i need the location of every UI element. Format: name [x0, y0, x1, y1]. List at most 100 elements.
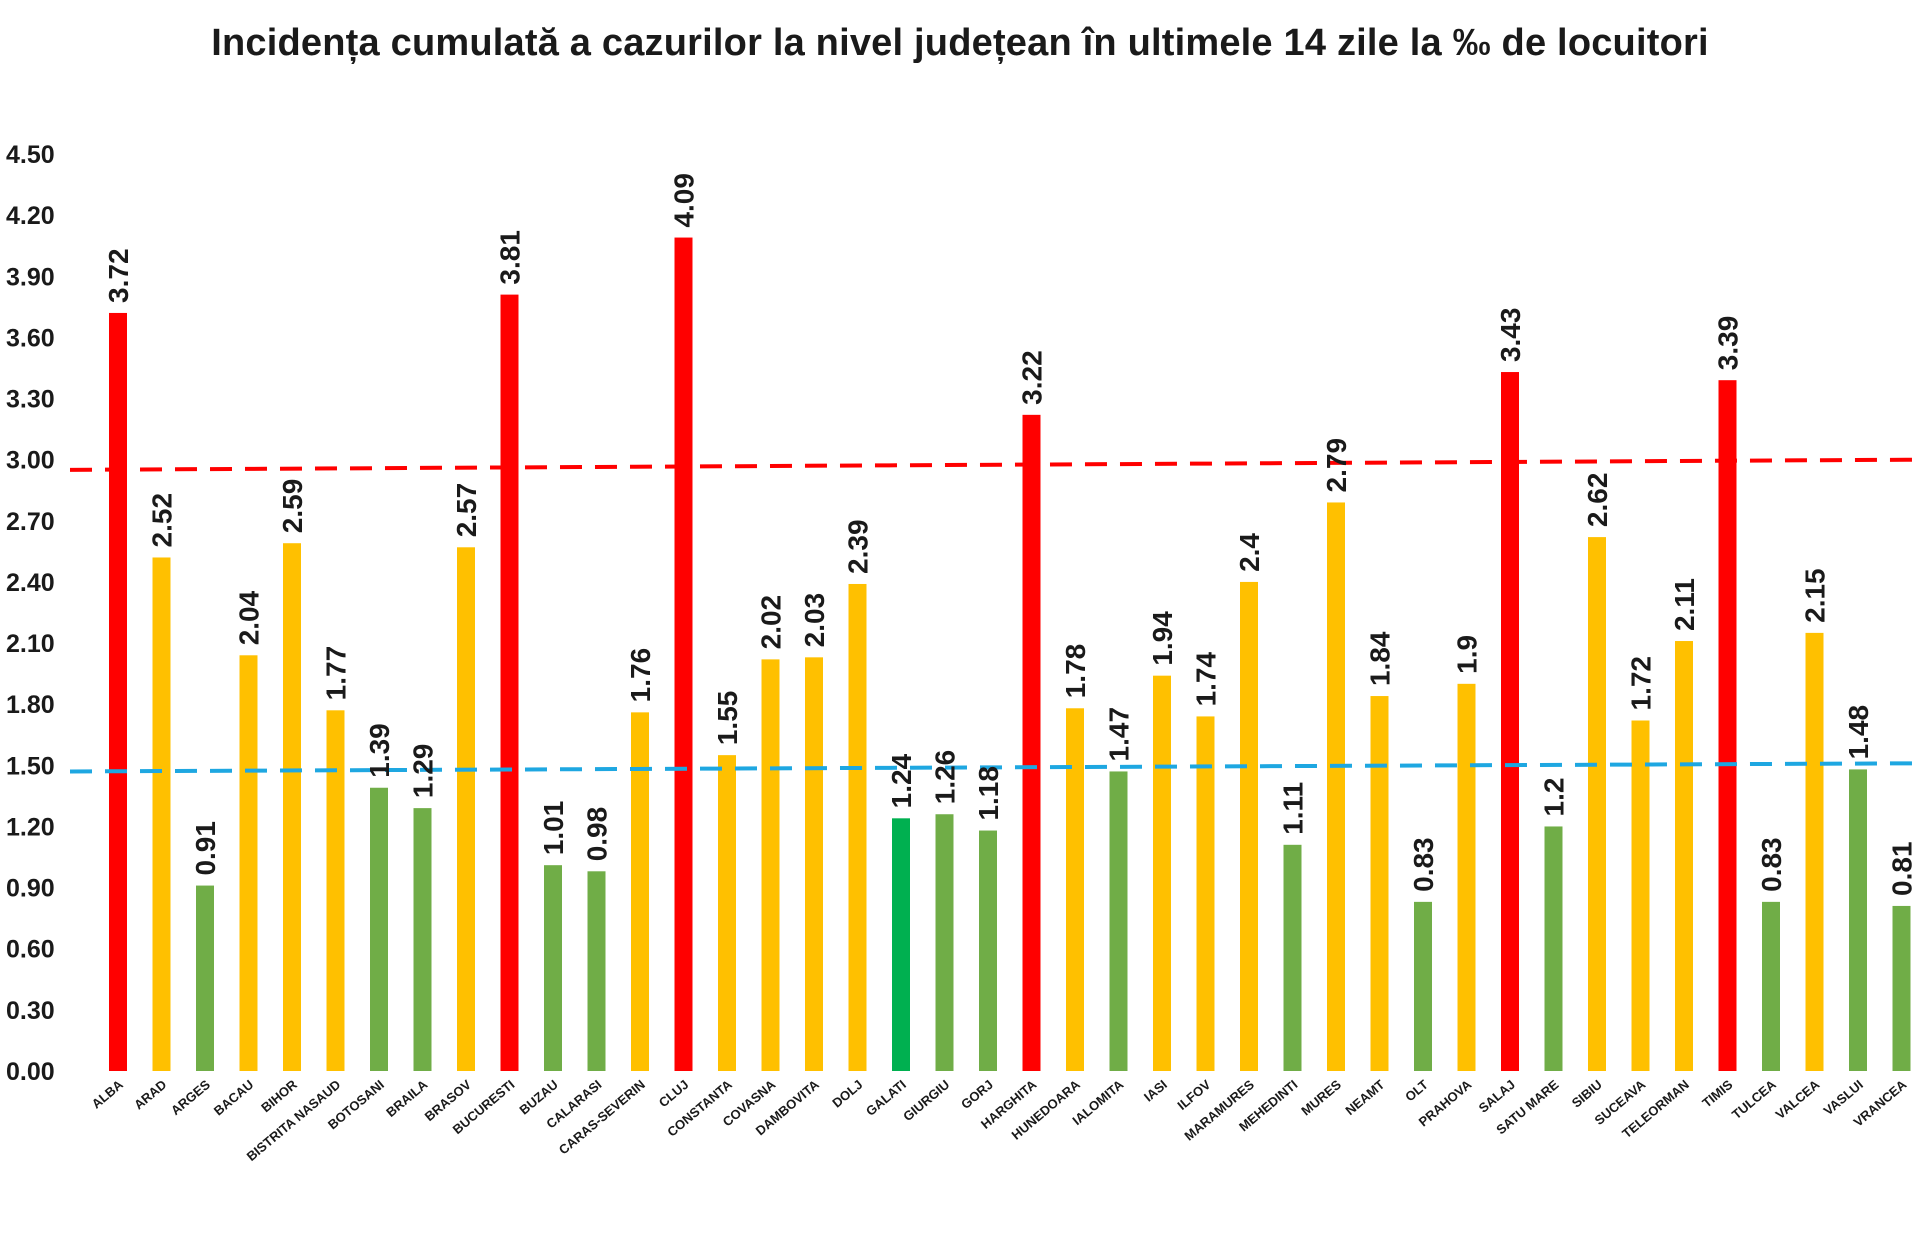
reference-lines — [69, 457, 1920, 774]
data-label: 1.01 — [538, 801, 569, 856]
data-label: 0.91 — [190, 821, 221, 876]
data-label: 0.98 — [582, 807, 613, 862]
bar-caras-severin — [631, 712, 649, 1071]
data-label: 1.29 — [408, 744, 439, 799]
y-tick-label: 4.20 — [6, 202, 55, 230]
x-tick-label: ARAD — [131, 1077, 169, 1113]
data-label: 1.72 — [1626, 656, 1657, 711]
bar-alba — [109, 312, 127, 1071]
bar-gorj — [979, 830, 997, 1071]
x-tick-label: ARGES — [168, 1077, 213, 1118]
y-tick-label: 3.30 — [6, 386, 55, 414]
y-tick-label: 2.70 — [6, 508, 55, 536]
data-label: 4.09 — [669, 173, 700, 228]
y-tick-label: 2.10 — [6, 630, 55, 658]
data-label: 0.81 — [1887, 841, 1918, 896]
bar-buzau — [544, 865, 562, 1071]
x-tick-label: GIURGIU — [900, 1077, 952, 1124]
y-tick-label: 3.90 — [6, 263, 55, 291]
bar-arad — [152, 557, 171, 1071]
bar-vrancea — [1892, 905, 1911, 1071]
data-label: 1.47 — [1104, 707, 1135, 762]
y-tick-label: 4.50 — [6, 141, 55, 169]
bar-dolj — [848, 583, 867, 1071]
bar-brasov — [457, 547, 475, 1071]
data-label: 2.04 — [234, 590, 265, 645]
x-tick-label: OLT — [1402, 1077, 1431, 1105]
data-label: 2.57 — [451, 483, 482, 538]
bar-cluj — [674, 237, 693, 1071]
data-label: 1.94 — [1147, 611, 1178, 666]
x-tick-label: BACAU — [211, 1077, 257, 1119]
data-label: 1.9 — [1452, 635, 1483, 674]
data-label: 2.79 — [1321, 438, 1352, 493]
bar-galati — [892, 818, 910, 1071]
x-tick-label: VALCEA — [1773, 1076, 1823, 1122]
data-label: 1.77 — [321, 646, 352, 701]
data-label: 1.24 — [886, 753, 917, 808]
data-label: 0.83 — [1756, 837, 1787, 892]
bar-calarasi — [587, 871, 606, 1071]
bar-dambovita — [805, 657, 823, 1071]
data-label: 1.74 — [1191, 652, 1222, 707]
bar-satu-mare — [1544, 826, 1563, 1071]
x-tick-label: DOLJ — [829, 1077, 865, 1111]
bar-bihor — [283, 543, 301, 1071]
data-label: 3.81 — [495, 230, 526, 285]
data-label: 3.43 — [1495, 308, 1526, 363]
x-tick-label: SIBIU — [1569, 1077, 1605, 1111]
y-tick-label: 0.00 — [6, 1058, 55, 1086]
y-tick-label: 2.40 — [6, 569, 55, 597]
bar-suceava — [1631, 720, 1650, 1071]
bar-mures — [1327, 502, 1345, 1072]
data-label: 2.39 — [843, 519, 874, 574]
bar-ialomita — [1109, 771, 1128, 1071]
bar-arges — [196, 885, 214, 1071]
bar-maramures — [1240, 581, 1258, 1071]
bars-group — [109, 237, 1911, 1072]
blue-threshold-line — [69, 761, 1920, 774]
data-label: 1.39 — [364, 723, 395, 778]
data-label: 2.15 — [1800, 568, 1831, 623]
bar-constanta — [718, 755, 736, 1071]
data-label: 2.02 — [756, 595, 787, 650]
x-tick-label: MURES — [1298, 1077, 1344, 1119]
bar-salaj — [1501, 372, 1519, 1071]
y-tick-label: 0.60 — [6, 936, 55, 964]
y-tick-label: 1.50 — [6, 752, 55, 780]
x-tick-label: CLUJ — [656, 1077, 692, 1110]
bar-valcea — [1805, 632, 1824, 1071]
bar-botosani — [370, 787, 388, 1071]
data-label: 3.39 — [1713, 316, 1744, 371]
bar-vaslui — [1849, 769, 1867, 1071]
bar-neamt — [1370, 696, 1389, 1071]
data-label: 1.11 — [1278, 782, 1309, 835]
data-label: 1.48 — [1843, 705, 1874, 760]
data-label: 3.22 — [1017, 350, 1048, 405]
data-label: 2.59 — [277, 479, 308, 534]
x-tick-label: TULCEA — [1729, 1076, 1779, 1122]
bar-timis — [1718, 380, 1737, 1071]
data-label: 2.11 — [1669, 578, 1700, 631]
bar-teleorman — [1675, 641, 1693, 1071]
bar-mehedinti — [1283, 844, 1302, 1071]
y-tick-label: 1.80 — [6, 691, 55, 719]
y-tick-label: 0.30 — [6, 997, 55, 1025]
x-tick-label: ALBA — [89, 1076, 127, 1111]
x-tick-label: GORJ — [958, 1077, 996, 1112]
bar-bacau — [239, 655, 258, 1071]
data-label: 1.26 — [930, 750, 961, 805]
x-tick-label: ILFOV — [1174, 1077, 1213, 1113]
data-label: 1.76 — [625, 648, 656, 703]
data-label: 2.03 — [799, 593, 830, 648]
data-label: 2.52 — [147, 493, 178, 548]
bar-prahova — [1457, 683, 1476, 1071]
bar-tulcea — [1762, 901, 1780, 1071]
bar-braila — [413, 808, 432, 1071]
data-label: 1.78 — [1060, 644, 1091, 699]
x-tick-label: IASI — [1141, 1077, 1170, 1105]
bar-ilfov — [1196, 716, 1215, 1071]
data-label: 1.55 — [712, 691, 743, 746]
